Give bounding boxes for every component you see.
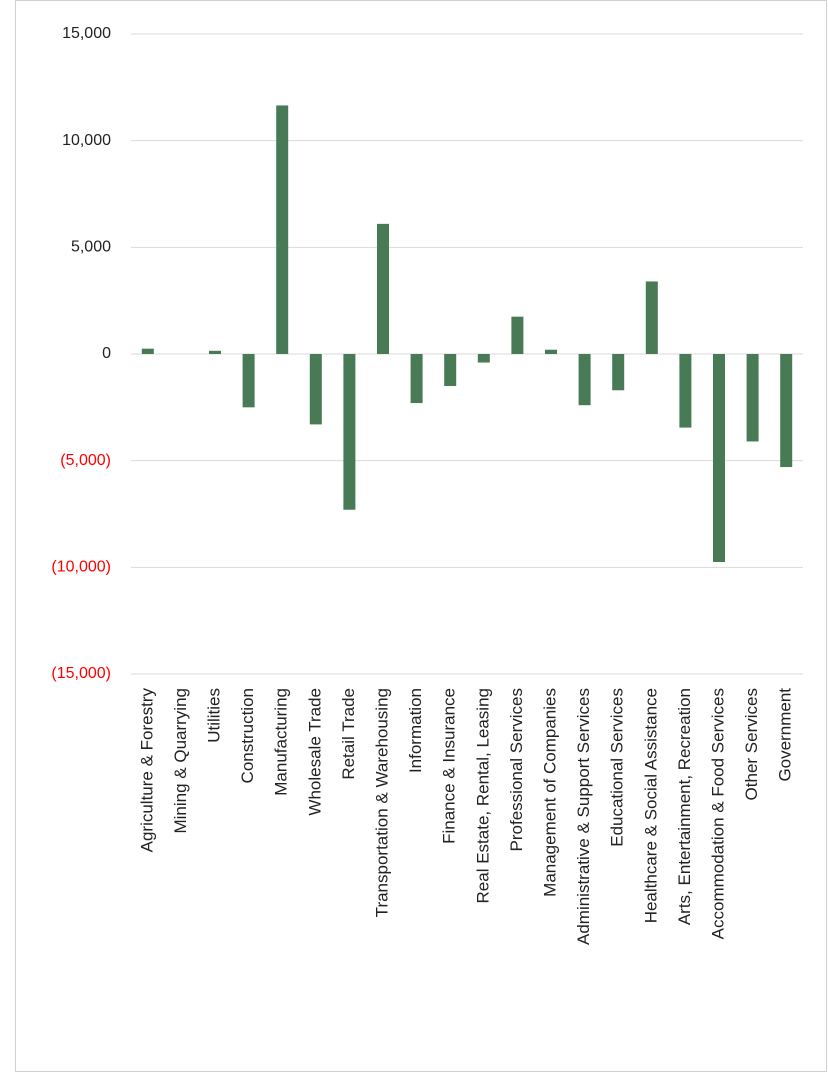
y-tick-label: 5,000 — [71, 239, 111, 256]
y-tick-label: 0 — [102, 345, 111, 362]
x-tick-label: Other Services — [742, 688, 761, 800]
x-tick-label: Retail Trade — [339, 688, 358, 780]
y-tick-label: 10,000 — [62, 132, 111, 149]
chart-frame — [15, 0, 827, 1072]
bar — [645, 281, 658, 354]
bar — [578, 354, 591, 406]
bar — [477, 354, 490, 363]
bar — [242, 354, 255, 408]
x-tick-label: Real Estate, Rental, Leasing — [473, 688, 492, 903]
x-tick-label: Arts, Entertainment, Recreation — [675, 688, 694, 925]
x-tick-label: Construction — [238, 688, 257, 783]
x-tick-label: Management of Companies — [540, 688, 559, 897]
bar — [679, 354, 692, 428]
bar — [713, 354, 725, 562]
x-tick-label: Professional Services — [507, 688, 526, 851]
x-tick-label: Transportation & Warehousing — [372, 688, 391, 917]
bar — [343, 354, 356, 510]
bar — [276, 105, 289, 354]
x-tick-label: Accommodation & Food Services — [708, 688, 727, 939]
x-tick-label: Educational Services — [608, 688, 627, 847]
bar — [612, 354, 625, 391]
x-tick-label: Finance & Insurance — [440, 688, 459, 844]
bar — [746, 354, 759, 442]
x-tick-label: Information — [406, 688, 425, 773]
x-tick-label: Government — [776, 688, 795, 782]
bar — [780, 354, 793, 468]
y-tick-label: (10,000) — [51, 559, 111, 576]
bar — [141, 348, 154, 354]
y-tick-label: (15,000) — [51, 665, 111, 682]
y-tick-label: (5,000) — [60, 452, 111, 469]
bar — [444, 354, 457, 386]
x-tick-label: Healthcare & Social Assistance — [641, 688, 660, 923]
x-tick-label: Manufacturing — [272, 688, 291, 796]
bar — [209, 350, 221, 354]
y-tick-label: 15,000 — [62, 25, 111, 42]
bar — [511, 316, 524, 354]
bar — [410, 354, 423, 404]
x-tick-label: Administrative & Support Services — [574, 688, 593, 945]
bar — [309, 354, 322, 425]
x-tick-label: Agriculture & Forestry — [137, 688, 156, 853]
x-tick-label: Wholesale Trade — [305, 688, 324, 816]
x-tick-label: Utilities — [204, 688, 223, 743]
bar — [377, 223, 389, 354]
x-tick-label: Mining & Quarrying — [171, 688, 190, 834]
bar — [545, 349, 557, 354]
